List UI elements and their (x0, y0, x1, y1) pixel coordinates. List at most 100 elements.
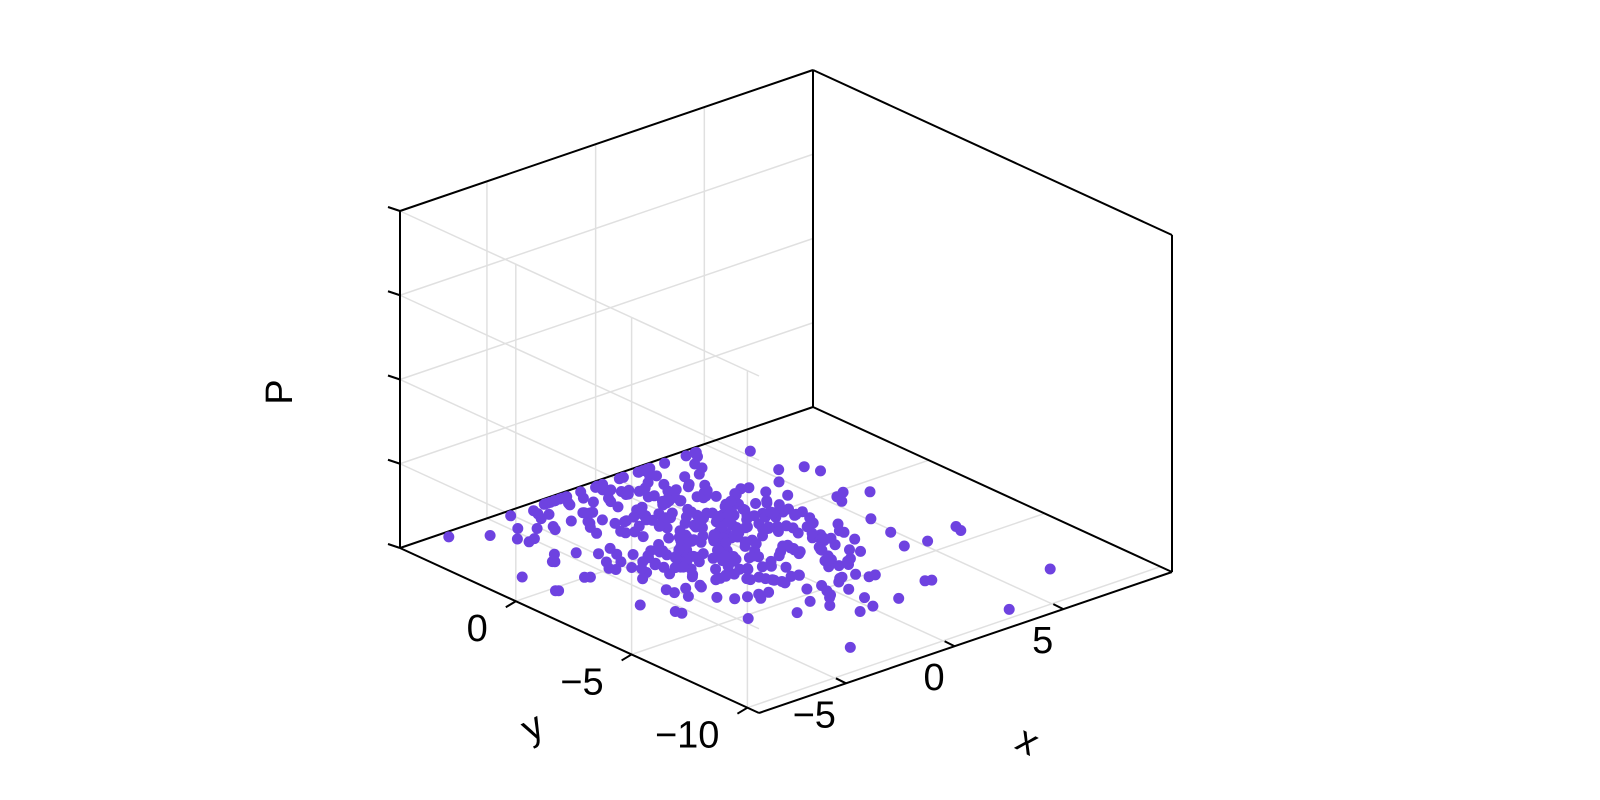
z-tick-mark (387, 290, 401, 297)
scatter-point (673, 544, 685, 556)
scatter-point (662, 485, 674, 497)
scatter-point (844, 641, 856, 653)
scatter-point (676, 607, 688, 619)
scatter-point (484, 530, 496, 541)
scatter-point (628, 511, 640, 523)
scatter-point (587, 496, 599, 508)
scatter-point (652, 543, 664, 555)
scatter-point (854, 606, 866, 617)
scatter-point (511, 533, 523, 545)
scatter-point (864, 486, 876, 498)
scatter-point (761, 495, 773, 507)
scatter-point (629, 526, 641, 538)
scatter-point (543, 508, 555, 520)
x-axis-label: x (1009, 718, 1045, 764)
back-wall-grid-line-z (399, 237, 814, 381)
scatter-point (596, 514, 608, 526)
scatter-point (577, 492, 589, 504)
scatter-point (788, 543, 799, 554)
scatter-point (682, 503, 694, 515)
scatter-point (657, 495, 668, 507)
scatter-point (815, 465, 826, 477)
scatter-point (591, 527, 603, 539)
scatter-point (637, 531, 649, 543)
x-tick-label: 0 (923, 657, 944, 699)
scatter-point (855, 545, 866, 557)
scatter-point (660, 584, 672, 596)
y-tick-mark (505, 600, 517, 609)
scatter-point (739, 540, 751, 552)
x-tick-label: −5 (793, 694, 836, 736)
scatter-point (760, 486, 772, 498)
scatter-point (641, 463, 653, 475)
top-edge-right (812, 69, 1173, 236)
x-tick-label: 5 (1032, 620, 1053, 662)
floor-grid-line-y (747, 565, 1161, 709)
z-tick-mark (387, 543, 401, 549)
axis-labels: x y P (259, 379, 1045, 764)
scatter-point (824, 592, 836, 604)
scatter-point (620, 489, 632, 500)
scatter-point (669, 562, 681, 574)
y-axis-label: y (515, 704, 551, 750)
scatter-point (804, 595, 816, 607)
scatter-point (744, 445, 756, 457)
scatter-point (755, 592, 767, 604)
scatter-point (651, 470, 662, 482)
scatter-point (565, 515, 577, 527)
scatter-point (682, 481, 694, 493)
scatter-point (773, 476, 785, 488)
scatter-point (610, 564, 622, 575)
scatter-point (850, 568, 862, 580)
back-wall-grid-line-z (399, 322, 814, 465)
x-tick-mark (944, 640, 956, 648)
scatter-point (677, 561, 689, 573)
scatter-point (696, 462, 708, 474)
scatter-point (633, 485, 645, 497)
scatter-point (711, 591, 723, 603)
y-tick-label: −10 (655, 715, 719, 757)
scatter-point (713, 511, 724, 522)
scatter-point (742, 591, 753, 603)
z-axis-label: P (259, 379, 301, 404)
scatter-point (955, 525, 967, 536)
scatter-point (737, 503, 749, 515)
y-tick-label: −5 (560, 661, 603, 703)
scatter-point (710, 490, 722, 502)
scatter-point (531, 523, 543, 534)
scatter-point (725, 495, 737, 507)
back-wall-grid-line-z (399, 153, 814, 296)
scatter-point (740, 522, 751, 534)
scatter-point (865, 513, 877, 525)
z-tick-mark (387, 458, 401, 465)
scatter-point (741, 573, 753, 585)
scatter-point (694, 515, 706, 527)
scatter-point (603, 492, 614, 504)
scatter-point (512, 523, 524, 534)
scatter-point (647, 514, 658, 526)
scatter-point (578, 507, 590, 519)
scatter-point (793, 569, 805, 581)
scatter-point (742, 613, 754, 624)
scatter-point (734, 563, 746, 575)
x-tick-mark (1052, 603, 1064, 610)
scatter-point (719, 550, 731, 562)
scatter-point (833, 525, 845, 537)
scatter-point (753, 551, 764, 563)
top-edge-back (399, 69, 814, 212)
y-axis-line (399, 547, 760, 714)
y-tick-mark (621, 653, 633, 662)
scatter-point (1044, 563, 1056, 575)
scatter-point (674, 495, 686, 507)
scatter-point (708, 529, 720, 541)
scatter-point (723, 516, 735, 528)
scatter-point (765, 560, 777, 572)
scatter-point (773, 464, 785, 476)
scatter-point (798, 461, 810, 473)
scatter-point (710, 563, 722, 575)
floor-grid-line-x (704, 443, 1064, 610)
floor-grid-line-x (486, 517, 847, 684)
side-wall-grid-line-z (399, 210, 760, 377)
scatter-point (834, 572, 846, 584)
scatter-point (801, 583, 813, 595)
